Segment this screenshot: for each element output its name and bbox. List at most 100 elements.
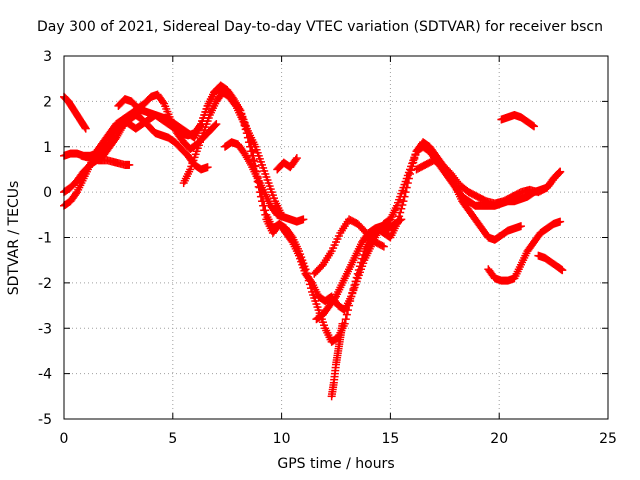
data-point-dense [232,104,246,122]
y-tick-label: 1 [43,140,52,156]
data-point-dense [320,249,335,267]
data-point-dense [276,221,289,236]
data-point-dense [187,150,200,171]
data-point [379,242,388,251]
data-point [203,163,212,172]
data-point-dense [115,96,128,109]
series-13 [412,156,565,208]
series-14 [484,217,565,285]
data-point-dense [161,102,174,121]
data-point-dense [359,230,372,245]
data-point-dense [394,186,407,207]
data-point-dense [346,253,359,271]
data-point-dense [524,118,537,130]
data-point [556,217,565,226]
data-point-dense [400,168,413,189]
data-point-dense [466,188,480,200]
data-point-dense [193,132,207,153]
data-point [212,120,221,129]
data-point-dense [309,290,322,312]
x-tick-label: 20 [490,431,508,447]
data-point-dense [448,171,463,188]
data-point-dense [407,150,420,171]
data-point-dense [485,266,498,281]
data-point-dense [311,262,326,277]
x-tick-label: 10 [273,431,291,447]
data-point [338,319,347,328]
data-point [299,215,308,224]
data-point-dense [191,122,204,140]
data-point [530,122,539,131]
y-tick-label: -5 [38,412,52,428]
x-tick-label: 5 [168,431,177,447]
series-16 [534,251,567,275]
data-point-dense [348,277,361,298]
data-point-dense [365,225,379,237]
data-point-dense [339,267,352,285]
data-point-dense [440,162,454,177]
y-axis-label: SDTVAR / TECUs [6,180,22,296]
data-point-dense [180,139,194,152]
data-point-dense [329,231,343,253]
data-point-dense [332,349,342,367]
data-point-dense [361,244,374,262]
x-tick-label: 0 [60,431,69,447]
data-point-dense [320,303,333,318]
data-point-dense [341,294,355,312]
data-point-dense [504,224,518,235]
series-5 [77,151,134,169]
x-axis-label: GPS time / hours [277,456,395,472]
data-point-dense [372,238,387,250]
data-point-dense [302,271,315,286]
x-tick-label: 25 [599,431,617,447]
data-point-dense [501,193,515,205]
series-3 [60,110,212,197]
data-point [397,215,406,224]
data-point-dense [326,294,339,309]
data-point-dense [252,145,265,166]
data-point-dense [180,167,194,185]
series-12 [327,319,347,401]
data-point-dense [261,190,274,208]
data-point-dense [283,230,296,245]
data-point-dense [100,144,113,159]
data-point-dense [254,176,268,194]
series-8 [221,138,308,226]
data-point-dense [106,135,120,150]
data-point-dense [354,259,368,280]
data-point-dense [226,94,239,109]
data-point-dense [198,104,211,126]
data-point-dense [431,157,446,169]
axis-ticks: 0 5 10 15 20 25 -5 -4 -3 -2 -1 0 1 2 3 [38,49,617,447]
data-point-dense [296,254,309,275]
x-tick-label: 15 [381,431,399,447]
data-point-dense [337,217,352,235]
data-point [516,222,525,231]
data-point [125,160,134,169]
y-tick-label: 2 [43,94,52,110]
data-point [81,124,90,133]
data-point-dense [213,89,226,104]
data-point-dense [511,262,524,281]
data-point-dense [474,193,489,205]
series-7 [179,88,286,219]
data-point [558,266,567,275]
data-point-dense [483,197,498,208]
y-tick-label: -2 [38,276,52,292]
y-tick-label: -3 [38,321,52,337]
data-point-dense [328,380,338,399]
data-point-dense [67,189,80,204]
data-markers [60,81,567,401]
data-point-dense [204,90,218,108]
data-point-dense [289,240,302,258]
data-point [292,154,301,163]
y-tick-label: -4 [38,367,52,383]
plot-border [63,55,609,420]
data-point-dense [330,363,340,384]
chart-title: Day 300 of 2021, Sidereal Day-to-day VTE… [37,19,603,35]
series-11 [312,215,406,324]
data-point [399,197,408,206]
data-point-dense [422,157,437,169]
data-point [556,167,565,176]
